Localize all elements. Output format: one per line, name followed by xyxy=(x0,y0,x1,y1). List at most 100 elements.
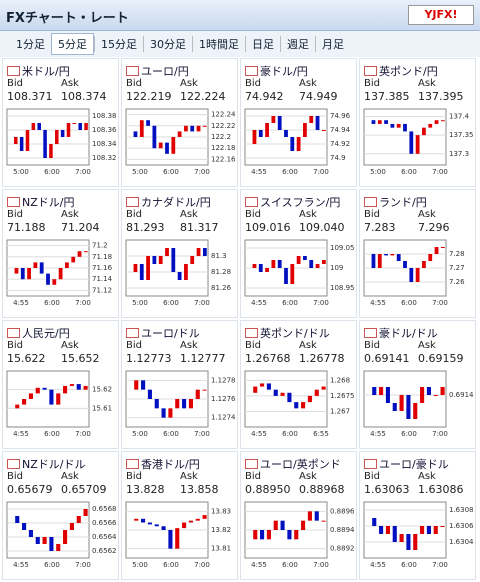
candle xyxy=(396,254,401,261)
candle xyxy=(260,383,265,387)
candle xyxy=(392,526,397,542)
pair-name[interactable]: NZドル/円 xyxy=(7,194,74,210)
candle xyxy=(314,389,319,396)
y-tick-label: 122.2 xyxy=(211,133,231,141)
pair-label: 英ポンド/円 xyxy=(379,65,438,78)
tab-bar: 1分足 5分足 15分足 30分足 1時間足 日足 週足 月足 xyxy=(0,31,480,57)
mini-chart: 13.83 13.82 13.81 5:00 6:00 7:00 xyxy=(125,501,231,569)
ask-label: Ask xyxy=(61,78,79,89)
y-tick-label: 13.81 xyxy=(211,545,231,553)
candle xyxy=(321,520,326,522)
candle xyxy=(420,387,425,403)
flag-icon xyxy=(245,197,258,207)
candle xyxy=(271,260,276,268)
rate-card: 豪ドル/円 Bid Ask 74.942 74.949 74.96 74.94 74.92 74… xyxy=(240,58,357,187)
candle xyxy=(396,123,401,128)
plot-frame xyxy=(363,108,447,166)
pair-name[interactable]: 豪ドル/円 xyxy=(245,63,308,79)
candle xyxy=(71,256,76,263)
bid-value: 81.293 xyxy=(126,221,165,234)
y-tick-label: 109.05 xyxy=(330,244,355,252)
candle xyxy=(258,264,263,272)
bid-value: 109.016 xyxy=(245,221,291,234)
candle xyxy=(377,254,382,268)
candle xyxy=(266,383,271,390)
pair-name[interactable]: NZドル/ドル xyxy=(7,456,85,472)
pair-name[interactable]: 米ドル/円 xyxy=(7,63,70,79)
pair-name[interactable]: 英ポンド/円 xyxy=(364,63,438,79)
tab[interactable]: 1時間足 xyxy=(192,36,245,52)
tab[interactable]: 週足 xyxy=(280,36,315,52)
candle xyxy=(406,395,411,419)
title: FXチャート・レート xyxy=(6,11,129,26)
ask-label: Ask xyxy=(299,78,317,89)
candle xyxy=(321,386,326,390)
x-tick-label: 6:00 xyxy=(44,430,60,438)
panel-grid: 米ドル/円 Bid Ask 108.371 108.374 108.38 108.36 108… xyxy=(0,58,480,582)
x-tick-label: 4:55 xyxy=(251,299,267,307)
ask-value: 81.317 xyxy=(180,221,219,234)
x-tick-label: 4:55 xyxy=(13,561,29,569)
candle xyxy=(63,530,68,544)
candle xyxy=(76,384,81,390)
bid-value: 0.69141 xyxy=(364,352,410,365)
pair-name[interactable]: 人民元/円 xyxy=(7,325,70,341)
candle xyxy=(440,387,445,395)
tab[interactable]: 30分足 xyxy=(143,36,192,52)
x-tick-label: 6:00 xyxy=(282,561,298,569)
mini-chart: 74.96 74.94 74.92 74.9 4:55 6:00 7:00 xyxy=(244,108,351,176)
flag-icon xyxy=(126,459,139,469)
pair-name[interactable]: 英ポンド/ドル xyxy=(245,325,330,341)
tab[interactable]: 日足 xyxy=(245,36,280,52)
candle xyxy=(15,404,20,409)
candle xyxy=(252,130,257,144)
candle xyxy=(161,526,166,530)
candle xyxy=(49,389,54,405)
bid-value: 15.622 xyxy=(7,352,46,365)
x-tick-label: 5:00 xyxy=(132,299,148,307)
pair-name[interactable]: ユーロ/ドル xyxy=(126,325,200,341)
candle xyxy=(440,120,445,122)
pair-name[interactable]: ユーロ/円 xyxy=(126,63,189,79)
candle xyxy=(147,522,152,525)
tab[interactable]: 月足 xyxy=(315,36,350,52)
x-tick-label: 7:00 xyxy=(432,430,448,438)
candle xyxy=(303,256,307,260)
flag-icon xyxy=(364,459,377,469)
bid-value: 74.942 xyxy=(245,90,284,103)
x-tick-label: 4:55 xyxy=(251,430,267,438)
y-tick-label: 0.6914 xyxy=(449,391,474,399)
candle xyxy=(146,256,150,280)
pair-label: 豪ドル/ドル xyxy=(379,327,438,340)
ask-label: Ask xyxy=(418,209,436,220)
pair-name[interactable]: ユーロ/英ポンド xyxy=(245,456,341,472)
pair-name[interactable]: 香港ドル/円 xyxy=(126,456,200,472)
plot-frame xyxy=(6,108,90,166)
x-tick-label: 4:55 xyxy=(251,168,267,176)
candle xyxy=(83,251,88,253)
ask-value: 108.374 xyxy=(61,90,107,103)
ask-label: Ask xyxy=(61,340,79,351)
candle xyxy=(56,393,61,405)
logo[interactable]: YJFX! xyxy=(408,5,474,25)
mini-chart: 71.2 71.18 71.16 71.14 71.12 4:55 6:00 7:00 xyxy=(6,239,113,307)
pair-name[interactable]: 豪ドル/ドル xyxy=(364,325,438,341)
y-tick-label: 109 xyxy=(330,264,343,272)
candle xyxy=(56,544,61,551)
y-tick-label: 71.16 xyxy=(92,264,113,272)
bid-label: Bid xyxy=(245,340,261,351)
tab[interactable]: 1分足 xyxy=(16,38,45,51)
pair-name[interactable]: カナダドル/円 xyxy=(126,194,211,210)
candle xyxy=(309,116,314,123)
candle xyxy=(413,403,418,419)
x-tick-label: 6:00 xyxy=(401,299,417,307)
tab[interactable]: 15分足 xyxy=(94,36,143,52)
y-tick-label: 108.38 xyxy=(92,112,117,120)
ask-label: Ask xyxy=(180,471,198,482)
pair-name[interactable]: スイスフラン/円 xyxy=(245,194,340,210)
pair-name[interactable]: ユーロ/豪ドル xyxy=(364,456,449,472)
candle xyxy=(385,387,390,403)
tab[interactable]: 5分足 xyxy=(51,33,94,55)
candle xyxy=(258,130,263,137)
pair-name[interactable]: ランド/円 xyxy=(364,194,427,210)
